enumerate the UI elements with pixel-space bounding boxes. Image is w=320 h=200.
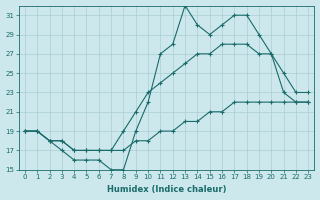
- X-axis label: Humidex (Indice chaleur): Humidex (Indice chaleur): [107, 185, 226, 194]
